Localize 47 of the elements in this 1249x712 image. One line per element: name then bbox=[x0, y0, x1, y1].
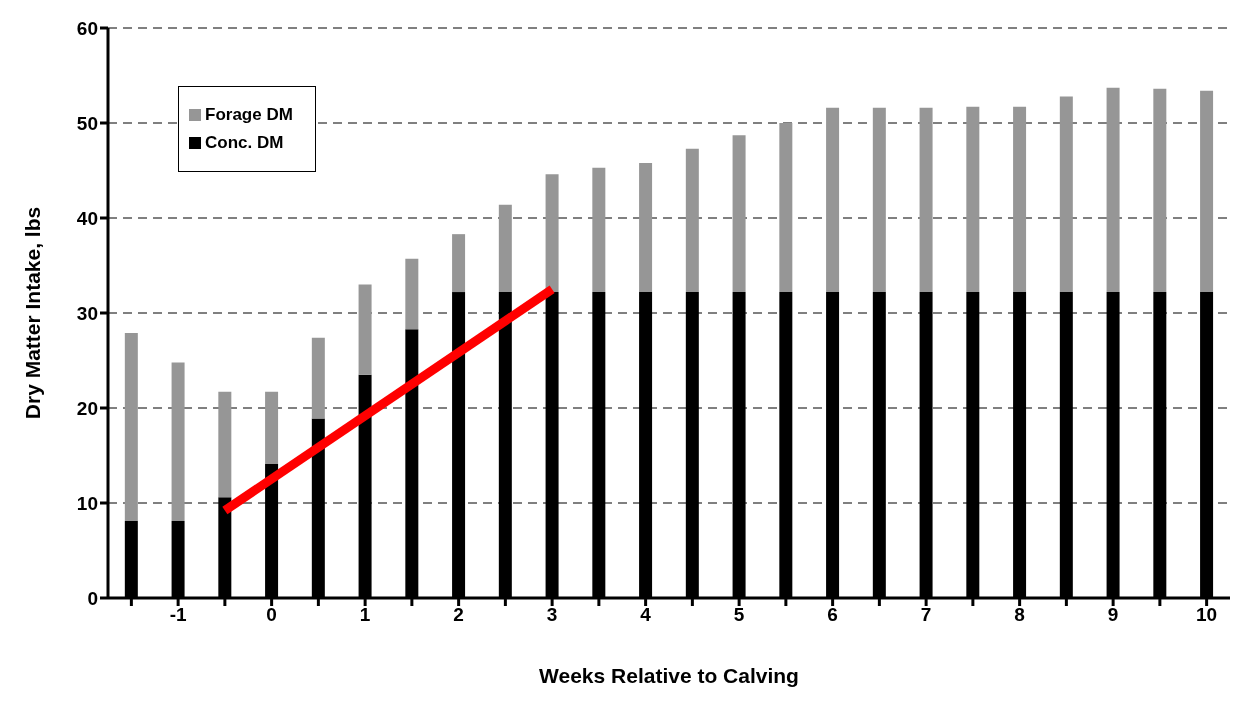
bar bbox=[218, 391, 232, 498]
bar bbox=[685, 148, 699, 293]
y-tick-label: 0 bbox=[87, 587, 98, 609]
bar bbox=[826, 107, 840, 293]
bar bbox=[498, 204, 512, 293]
x-tick-label: 7 bbox=[920, 604, 932, 626]
bar bbox=[966, 106, 980, 293]
x-tick-label: 0 bbox=[266, 604, 277, 626]
bar bbox=[1059, 96, 1073, 293]
x-tick-label: 1 bbox=[359, 604, 371, 626]
bar bbox=[171, 362, 185, 522]
x-tick-label: 2 bbox=[453, 604, 464, 626]
legend-label: Conc. DM bbox=[205, 133, 284, 153]
bar bbox=[732, 135, 746, 293]
x-tick-label: 6 bbox=[827, 604, 838, 626]
bar bbox=[545, 174, 559, 293]
bar bbox=[1200, 90, 1214, 293]
bar bbox=[779, 123, 793, 293]
y-tick-label: 10 bbox=[76, 492, 98, 514]
y-tick-label: 40 bbox=[76, 207, 98, 229]
x-tick-label: -1 bbox=[169, 604, 187, 626]
x-tick-label: 9 bbox=[1107, 604, 1119, 626]
legend-label: Forage DM bbox=[205, 105, 293, 125]
y-tick-label: 20 bbox=[76, 397, 98, 419]
bar bbox=[405, 258, 419, 330]
x-tick-label: 10 bbox=[1196, 604, 1218, 626]
bar bbox=[452, 234, 466, 293]
x-axis-title: Weeks Relative to Calving bbox=[539, 664, 799, 687]
bar bbox=[1013, 106, 1027, 293]
bar bbox=[358, 284, 372, 375]
bar bbox=[311, 337, 325, 419]
y-tick-label: 30 bbox=[76, 302, 98, 324]
x-tick-label: 5 bbox=[733, 604, 745, 626]
y-axis-title: Dry Matter Intake, lbs bbox=[21, 206, 45, 420]
bar bbox=[639, 162, 653, 293]
x-tick-label: 3 bbox=[546, 604, 558, 626]
bar bbox=[919, 107, 933, 293]
bar bbox=[592, 167, 606, 293]
bar bbox=[265, 391, 279, 465]
bar bbox=[872, 107, 886, 293]
bar bbox=[1106, 87, 1120, 293]
bar bbox=[1153, 88, 1167, 293]
x-tick-label: 8 bbox=[1014, 604, 1025, 626]
y-tick-label: 50 bbox=[76, 112, 98, 134]
y-tick-label: 60 bbox=[76, 17, 98, 39]
bar bbox=[124, 332, 138, 522]
x-tick-label: 4 bbox=[640, 604, 652, 626]
